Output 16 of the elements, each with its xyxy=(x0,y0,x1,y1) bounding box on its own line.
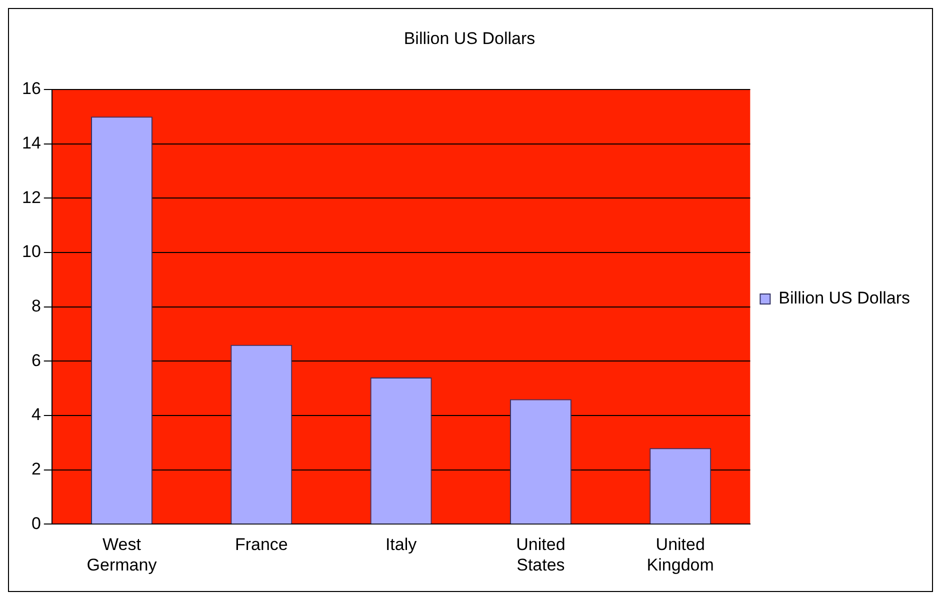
y-tick-label: 16 xyxy=(22,79,41,98)
x-tick-label: Italy xyxy=(385,535,418,554)
y-tick-label: 14 xyxy=(22,133,41,152)
legend-label: Billion US Dollars xyxy=(778,288,910,308)
y-tick-label: 12 xyxy=(22,188,41,207)
y-tick-label: 10 xyxy=(22,242,41,262)
y-tick-label: 8 xyxy=(31,296,41,316)
y-tick-label: 2 xyxy=(31,460,41,479)
x-tick-label: France xyxy=(234,535,288,554)
y-tick-label: 6 xyxy=(31,350,41,370)
chart-title: Billion US Dollars xyxy=(404,28,536,48)
x-tick-label: West Germany xyxy=(86,535,158,574)
y-tick-label: 4 xyxy=(31,405,41,424)
y-tick-label: 0 xyxy=(31,514,41,533)
x-tick-label: United States xyxy=(516,535,566,574)
x-tick-label: United Kingdom xyxy=(646,535,714,574)
